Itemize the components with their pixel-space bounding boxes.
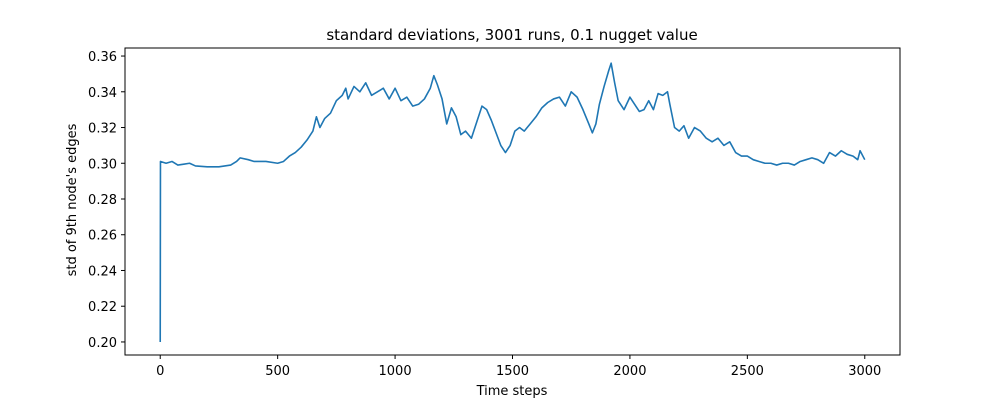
x-tick-label: 1000 xyxy=(379,364,412,379)
x-tick-label: 3000 xyxy=(848,364,881,379)
x-tick-label: 0 xyxy=(156,364,164,379)
y-tick-label: 0.26 xyxy=(88,229,117,244)
x-tick-label: 2500 xyxy=(731,364,764,379)
y-tick-label: 0.36 xyxy=(88,50,117,65)
y-axis-label: std of 9th node's edges xyxy=(65,123,80,276)
y-tick-label: 0.32 xyxy=(88,122,117,137)
data-line xyxy=(159,62,866,342)
x-axis-label: Time steps xyxy=(476,384,548,399)
x-tick-label: 1500 xyxy=(496,364,529,379)
y-tick-label: 0.34 xyxy=(88,86,117,101)
y-tick-label: 0.30 xyxy=(88,157,117,172)
y-tick-label: 0.24 xyxy=(88,264,117,279)
y-tick-label: 0.28 xyxy=(88,193,117,208)
y-tick-label: 0.20 xyxy=(88,336,117,351)
chart-title: standard deviations, 3001 runs, 0.1 nugg… xyxy=(326,26,697,44)
x-tick-label: 500 xyxy=(265,364,290,379)
x-tick-label: 2000 xyxy=(613,364,646,379)
y-tick-label: 0.22 xyxy=(88,300,117,315)
